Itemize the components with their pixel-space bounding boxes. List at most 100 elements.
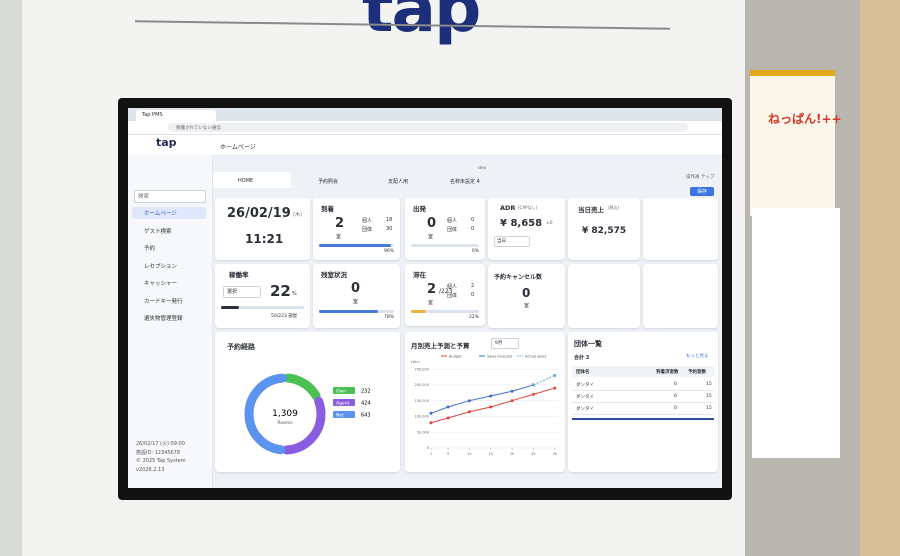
legend-value: 424 (361, 400, 371, 406)
browser-tab (136, 110, 216, 121)
nav-item[interactable]: 予約 (144, 246, 156, 252)
progress-bar (319, 244, 391, 247)
cell: 0 (674, 406, 677, 411)
y-tick-label: 150,000 (415, 399, 429, 403)
series-point (467, 410, 471, 414)
save-button[interactable] (690, 187, 714, 196)
legend-label: Actual Sales (525, 354, 547, 358)
cell: 6 (674, 382, 677, 387)
active-item (132, 207, 206, 219)
cell: ダンタイ (576, 407, 594, 412)
x-tick-label: 25 (531, 452, 535, 456)
url-text: 保護されていない通信 (176, 126, 221, 131)
tab[interactable]: 予約照会 (318, 179, 339, 185)
vacancy-card: 残室状況 0 室 78% (313, 264, 400, 328)
empty-card (643, 198, 718, 260)
series-point (489, 405, 493, 409)
legend-name: Net (336, 412, 344, 418)
series-point (489, 394, 493, 398)
nav-item[interactable]: ホームページ (144, 211, 177, 217)
donut-total: 1,309 (272, 409, 298, 419)
count: 0 (522, 286, 531, 300)
progress-track (221, 306, 304, 309)
groups-card: 団体一覧 もっと見る 合計 3 団体名 到着済室数 予約室数 ダンタイ 6 15 ダンタイ 6 15 ダ… (568, 332, 718, 472)
date-card: 26/02/19 (木) 11:21 (215, 198, 310, 260)
booth-banner (752, 208, 840, 458)
y-tick-label: 100,000 (415, 415, 429, 419)
legend-label: Sales Forecast (487, 354, 513, 358)
column-header: 予約室数 (688, 370, 706, 375)
select-label[interactable]: 当日 (497, 239, 506, 244)
select[interactable] (494, 236, 530, 247)
label: 団体 (447, 293, 458, 299)
chart: (Yen) 0 50,000 100,000 150,000 200,000 250,000… (411, 354, 559, 456)
tab-title[interactable]: Tap PMS (142, 112, 163, 118)
count: 2 (427, 282, 437, 297)
tab[interactable]: 支配人用 (388, 179, 409, 185)
series-point (510, 399, 514, 403)
select-label[interactable]: 9月 (495, 341, 503, 346)
sales-today-card: 当日売上 (税込) ¥ 82,575 (568, 198, 640, 260)
card-title: 月別売上予測と予算 (411, 342, 470, 350)
address-bar[interactable] (168, 123, 688, 132)
select[interactable] (491, 338, 519, 349)
percent-label: 22% (468, 315, 479, 320)
env-label: dev (478, 166, 487, 171)
stay-card: 滞在 2 室/223 個人 2 団体 0 22% (405, 264, 485, 326)
tab[interactable]: HOME (238, 178, 254, 184)
value: ¥ 8,658 (500, 218, 543, 229)
unit: % (292, 291, 297, 297)
card-title: 当日売上 (578, 206, 604, 214)
user-label: 操作員 テップ (686, 175, 715, 180)
select[interactable] (223, 286, 261, 298)
unit: 室 (428, 300, 434, 306)
booking-channels-card: 予約経路 Own 232 Agent 424 Net 643 1,309 Rooms (215, 332, 400, 472)
percent-label: 96% (383, 249, 394, 254)
legend-chip (333, 399, 355, 406)
active-tab (213, 172, 291, 188)
search-placeholder: 検索 (138, 194, 150, 200)
series-point (531, 392, 535, 396)
series-line (533, 375, 555, 386)
card-title: 団体一覧 (574, 340, 602, 348)
screen: Tap PMS 保護されていない通信 tap ホームページ dev 操作員 テップ 保存 HO… (128, 108, 722, 488)
progress-track (411, 244, 479, 247)
select-label[interactable]: 選択 (227, 289, 238, 295)
x-tick-label: 30 (552, 452, 556, 456)
series-point (446, 405, 450, 409)
nav-item[interactable]: レセプション (144, 263, 178, 270)
note: (CAPなし) (518, 205, 538, 210)
cell: ダンタイ (576, 383, 594, 388)
total: /223 (439, 288, 453, 295)
rate: 22 (270, 282, 291, 300)
app-header (128, 135, 722, 156)
card-title: 到着 (321, 205, 334, 213)
adr-card: ADR (CAPなし) ¥ 8,658 ±0 当日 (488, 198, 565, 260)
cell: ダンタイ (576, 395, 594, 400)
card-title: 出発 (413, 205, 426, 213)
nav-item[interactable]: ゲスト検索 (144, 228, 172, 235)
cell: 6 (674, 394, 677, 399)
nav-item[interactable]: キャッシャー (144, 281, 178, 287)
y-tick-label: 250,000 (415, 367, 429, 371)
card-title: 稼働率 (229, 271, 249, 279)
save-label[interactable]: 保存 (697, 189, 708, 195)
search-box[interactable] (134, 190, 206, 203)
card-title: ADR (500, 204, 516, 212)
series-line (430, 387, 555, 424)
footer-text: v2026.2.13 (136, 467, 165, 473)
progress-bar (411, 310, 426, 313)
tab[interactable]: 名称未設定 4 (450, 179, 480, 185)
nav-item[interactable]: 遺失物管理登録 (144, 316, 183, 322)
nav-item[interactable]: カードキー発行 (144, 298, 183, 305)
y-tick-label: 200,000 (415, 383, 429, 387)
card-title: 残室状況 (321, 271, 347, 279)
unit: 室 (336, 234, 342, 240)
rooms: 50/223 部屋 (271, 314, 298, 319)
cell: 15 (706, 394, 712, 399)
empty-card (643, 264, 718, 328)
label: 個人 (362, 218, 373, 224)
empty-card (568, 264, 640, 328)
link[interactable]: もっと見る (686, 354, 709, 359)
date: 26/02/19 (227, 206, 291, 221)
